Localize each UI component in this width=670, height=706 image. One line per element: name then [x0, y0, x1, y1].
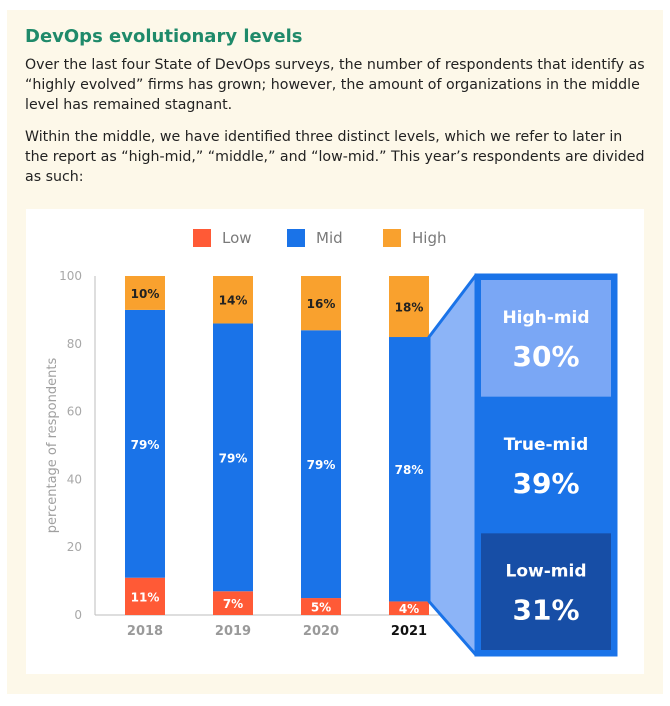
data-label-mid-2021: 78%	[395, 463, 424, 477]
x-tick-label-2019: 2019	[215, 624, 251, 639]
bar-mid-2018	[125, 309, 165, 578]
bar-high-2020	[301, 276, 341, 331]
breakdown-label-low-mid: Low-mid	[506, 561, 587, 581]
data-label-mid-2020: 79%	[307, 458, 336, 472]
bar-low-2018	[125, 577, 165, 615]
bar-low-2019	[213, 591, 253, 615]
stacked-bar-chart: Low Mid High 0 20 40 60 80 100 percentage of res…	[45, 229, 618, 657]
bar-high-2019	[213, 276, 253, 324]
chart-axes: 0 20 40 60 80 100 percentage of respondents	[45, 269, 446, 622]
legend-label-high: High	[412, 229, 446, 247]
legend-swatch-high	[383, 229, 401, 247]
bar-high-2021	[389, 276, 429, 338]
y-tick-label: 100	[59, 269, 82, 283]
bar-high-2018	[125, 276, 165, 310]
data-label-mid-2019: 79%	[219, 451, 248, 465]
page-title: DevOps evolutionary levels	[25, 26, 303, 47]
legend-swatch-mid	[287, 229, 305, 247]
breakdown-value-true-mid: 39%	[512, 467, 579, 500]
breakdown-box-true-mid	[476, 401, 616, 529]
data-label-low-2021: 4%	[399, 602, 419, 616]
chart-panel: Low Mid High 0 20 40 60 80 100 percentage of res…	[26, 209, 644, 674]
data-label-low-2018: 11%	[131, 590, 160, 604]
breakdown-value-high-mid: 30%	[512, 340, 579, 373]
bar-mid-2021	[389, 337, 429, 602]
x-tick-label-2020: 2020	[303, 624, 339, 639]
breakdown-box-high-mid	[481, 280, 611, 397]
data-label-high-2018: 10%	[131, 287, 160, 301]
bar-low-2020	[301, 598, 341, 615]
bar-mid-2019	[213, 323, 253, 592]
chart-bars: 11% 79% 10% 2018 7% 79% 14% 2019 5% 79% 16% 2020 4% 7…	[125, 276, 429, 639]
chart-legend: Low Mid High	[193, 229, 446, 247]
levels-paragraph: Within the middle, we have identified th…	[25, 129, 645, 185]
data-label-high-2019: 14%	[219, 294, 248, 308]
data-label-high-2020: 16%	[307, 297, 336, 311]
intro-paragraph: Over the last four State of DevOps surve…	[25, 57, 645, 113]
breakdown-label-high-mid: High-mid	[502, 308, 589, 328]
breakdown-label-true-mid: True-mid	[504, 435, 589, 455]
data-label-low-2020: 5%	[311, 601, 331, 615]
bar-mid-2020	[301, 330, 341, 599]
y-axis-label: percentage of respondents	[45, 358, 60, 534]
y-tick-label: 40	[67, 472, 82, 486]
legend-label-mid: Mid	[316, 229, 343, 247]
mid-breakdown: High-mid 30% True-mid 39% Low-mid 31%	[427, 273, 618, 657]
data-label-mid-2018: 79%	[131, 438, 160, 452]
y-tick-label: 80	[67, 337, 82, 351]
data-label-high-2021: 18%	[395, 301, 424, 315]
x-tick-label-2021: 2021	[391, 624, 427, 639]
zoom-connector	[427, 273, 478, 657]
y-tick-label: 60	[67, 405, 82, 419]
legend-label-low: Low	[222, 229, 252, 247]
breakdown-box-low-mid	[481, 533, 611, 650]
y-tick-label: 0	[74, 608, 82, 622]
x-tick-label-2018: 2018	[127, 624, 163, 639]
breakdown-value-low-mid: 31%	[512, 594, 579, 627]
y-tick-label: 20	[67, 540, 82, 554]
bar-low-2021	[389, 601, 429, 615]
legend-swatch-low	[193, 229, 211, 247]
data-label-low-2019: 7%	[223, 597, 243, 611]
